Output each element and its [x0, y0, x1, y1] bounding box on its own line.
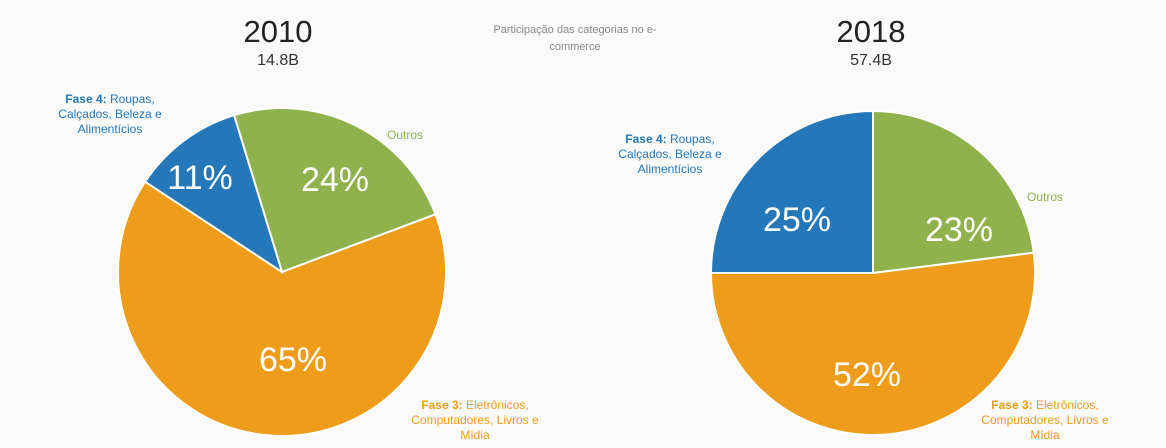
pie-slice: [709, 109, 874, 274]
category-label: Fase 4: Roupas, Calçados, Beleza e Alime…: [58, 92, 162, 136]
caption: Participação das categorias no e-commerc…: [493, 24, 657, 53]
value-label: 23%: [925, 211, 993, 249]
category-label: Fase 3: Eletrônicos, Computadores, Livro…: [411, 398, 539, 442]
pie-slice: [872, 109, 1035, 275]
value-label: 52%: [833, 356, 901, 394]
pie-slice: [232, 107, 437, 274]
chart-subtitle: 14.8B: [257, 52, 299, 69]
chart-title: 2010: [243, 14, 313, 49]
category-label: Fase 4: Roupas, Calçados, Beleza e Alime…: [618, 132, 722, 176]
chart-subtitle: 57.4B: [850, 52, 892, 69]
value-label: 25%: [763, 201, 831, 239]
value-label: 65%: [259, 341, 327, 379]
value-label: 24%: [301, 161, 369, 199]
pie-slice: [117, 180, 447, 437]
pie-slice: [709, 251, 1036, 437]
category-label: Outros: [1026, 190, 1063, 204]
pie-slice: [143, 113, 284, 275]
category-label: Fase 3: Eletrônicos, Computadores, Livro…: [981, 398, 1109, 442]
category-label: Outros: [386, 128, 423, 142]
chart-title: 2018: [836, 14, 906, 49]
value-label: 11%: [167, 159, 233, 197]
